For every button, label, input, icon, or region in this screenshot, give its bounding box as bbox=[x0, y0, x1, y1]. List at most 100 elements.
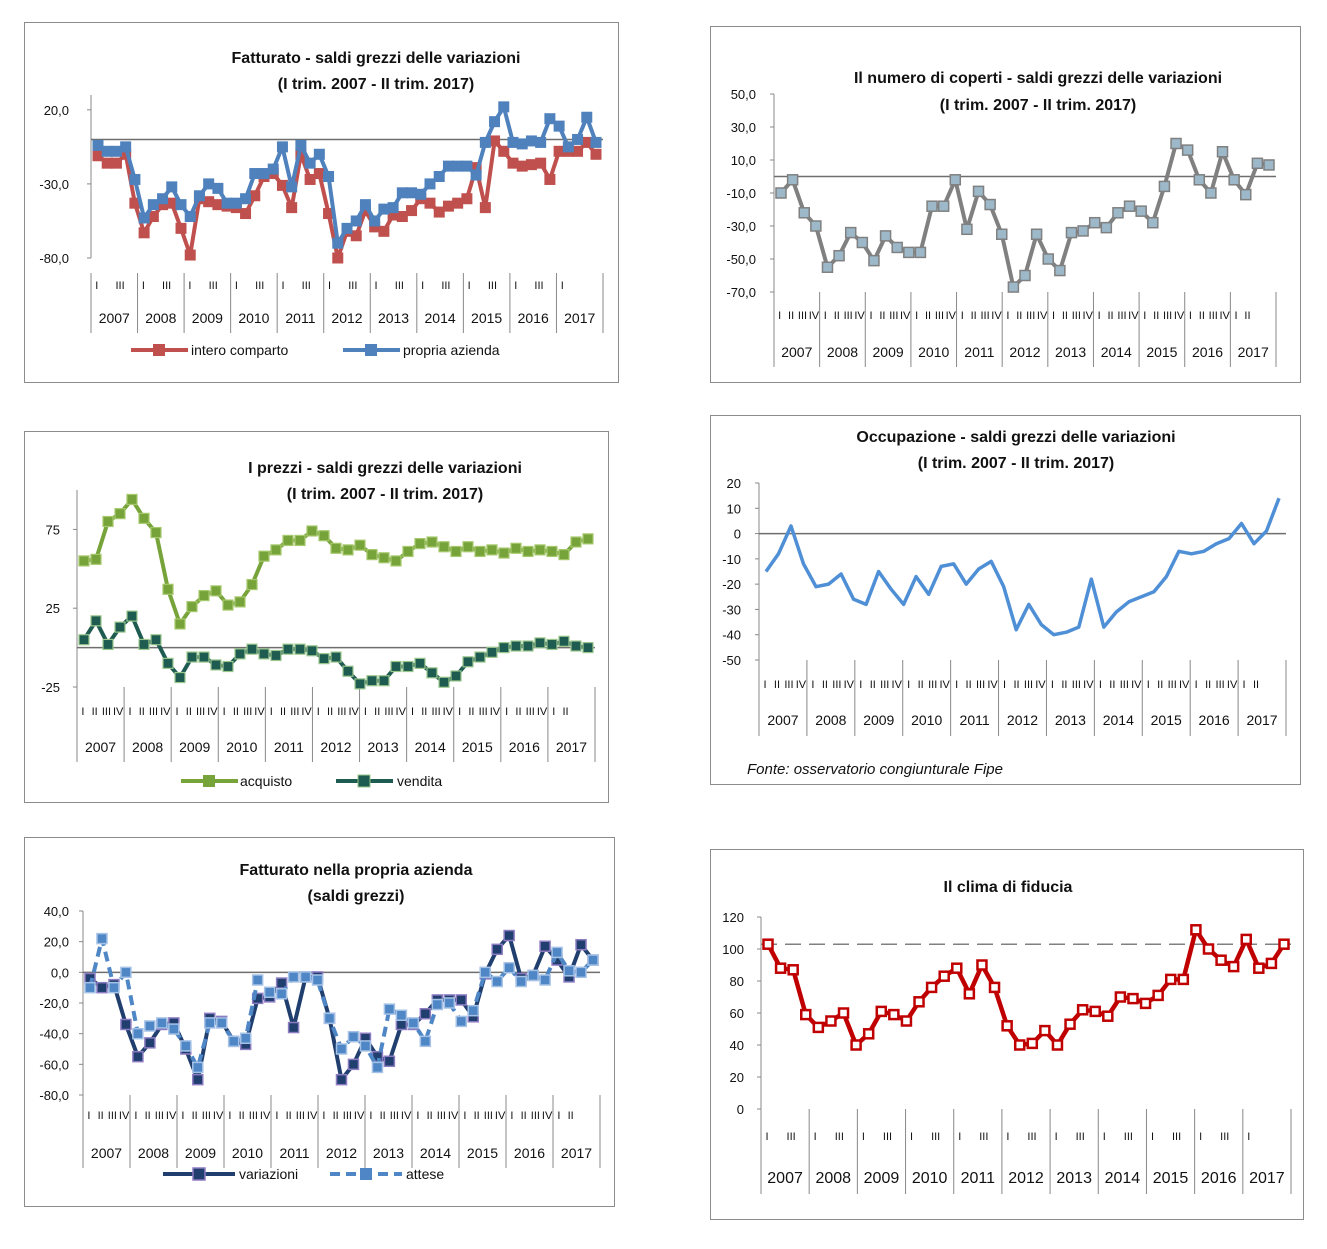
data-point bbox=[378, 552, 390, 564]
quarter-label: III bbox=[255, 280, 264, 292]
quarter-label: III bbox=[108, 1110, 117, 1122]
quarter-label: I bbox=[95, 280, 98, 292]
data-point bbox=[787, 964, 799, 976]
data-point bbox=[551, 946, 563, 959]
data-point bbox=[461, 160, 473, 172]
quarter-label: III bbox=[1172, 1131, 1181, 1143]
data-point bbox=[378, 225, 390, 237]
year-label: 2015 bbox=[1146, 344, 1177, 360]
data-point bbox=[553, 120, 565, 132]
y-tick-label: 120 bbox=[722, 910, 744, 925]
quarter-label: I bbox=[463, 1110, 466, 1122]
data-point bbox=[318, 530, 330, 542]
data-point bbox=[546, 545, 558, 558]
chart-panel-clima: Il clima di fiducia 120 100 80 60 40 20 0 2007 I… bbox=[710, 849, 1304, 1220]
quarter-label: II bbox=[971, 310, 977, 322]
quarter-label: III bbox=[787, 1131, 796, 1143]
data-point bbox=[402, 660, 414, 673]
data-point bbox=[462, 541, 474, 553]
quarter-label: III bbox=[479, 706, 488, 718]
data-point bbox=[581, 136, 593, 148]
quarter-label: II bbox=[515, 706, 521, 718]
data-point bbox=[395, 1009, 408, 1022]
data-point bbox=[204, 1017, 216, 1029]
data-point bbox=[775, 187, 787, 199]
y-tick-label: 10,0 bbox=[731, 153, 756, 168]
chart-panel-coperti: Il numero di coperti - saldi grezzi dell… bbox=[710, 26, 1301, 383]
data-point bbox=[450, 670, 462, 682]
year-label: 2007 bbox=[781, 344, 812, 360]
series-line bbox=[764, 497, 1281, 637]
quarter-label: II bbox=[186, 706, 192, 718]
quarter-label: I bbox=[824, 310, 827, 322]
chart-prezzi: I prezzi - saldi grezzi delle variazioni… bbox=[41, 460, 596, 789]
data-point bbox=[575, 966, 587, 979]
quarter-label: I bbox=[421, 280, 424, 292]
year-label: 2009 bbox=[873, 344, 904, 360]
data-point bbox=[539, 940, 551, 953]
year-label: 2008 bbox=[827, 344, 858, 360]
quarter-label: I bbox=[223, 706, 226, 718]
data-point bbox=[258, 648, 270, 660]
quarter-label: IV bbox=[1131, 679, 1142, 691]
quarter-label: III bbox=[1163, 310, 1172, 322]
quarter-label: I bbox=[458, 706, 461, 718]
quarter-label: IV bbox=[1083, 679, 1094, 691]
data-point bbox=[424, 178, 436, 190]
data-point bbox=[582, 642, 594, 654]
quarter-label: II bbox=[239, 1110, 245, 1122]
quarter-label: III bbox=[1072, 679, 1081, 691]
data-point bbox=[553, 145, 565, 157]
y-tick-label: -80,0 bbox=[39, 251, 69, 266]
quarter-label: IV bbox=[301, 706, 312, 718]
quarter-label: IV bbox=[809, 310, 820, 322]
year-label: 2016 bbox=[518, 310, 549, 326]
quarter-label: III bbox=[431, 706, 440, 718]
quarter-label: III bbox=[116, 280, 125, 292]
data-point bbox=[166, 197, 178, 209]
data-point bbox=[925, 981, 938, 994]
data-point bbox=[78, 634, 90, 646]
quarter-label: IV bbox=[844, 679, 855, 691]
data-point bbox=[1158, 180, 1171, 193]
data-point bbox=[424, 197, 436, 209]
data-point bbox=[1076, 1004, 1089, 1016]
quarter-label: I bbox=[142, 280, 145, 292]
data-point bbox=[306, 645, 318, 657]
data-point bbox=[426, 536, 438, 548]
quarter-label: II bbox=[1109, 679, 1115, 691]
data-point bbox=[1123, 200, 1136, 212]
data-point bbox=[126, 610, 138, 622]
year-label: 2015 bbox=[1153, 1170, 1189, 1187]
data-point bbox=[90, 553, 102, 565]
quarter-label: II bbox=[966, 679, 972, 691]
y-tick-label: -40,0 bbox=[39, 1027, 69, 1042]
year-label: 2016 bbox=[1201, 1170, 1237, 1187]
quarter-label: III bbox=[302, 280, 311, 292]
quarter-label: II bbox=[474, 1110, 480, 1122]
quarter-label: II bbox=[327, 706, 333, 718]
quarter-label: II bbox=[1205, 679, 1211, 691]
quarter-label: III bbox=[980, 310, 989, 322]
data-point bbox=[798, 207, 810, 219]
quarter-label: II bbox=[427, 1110, 433, 1122]
data-point bbox=[184, 249, 196, 261]
year-label: 2017 bbox=[564, 310, 595, 326]
quarter-label: II bbox=[374, 706, 380, 718]
y-tick-label: 0 bbox=[734, 527, 741, 542]
y-tick-label: -30,0 bbox=[726, 219, 756, 234]
data-point bbox=[180, 1040, 192, 1052]
data-point bbox=[147, 199, 159, 211]
data-point bbox=[369, 215, 381, 227]
data-point bbox=[101, 157, 113, 169]
quarter-label: III bbox=[1027, 1131, 1036, 1143]
data-point bbox=[1240, 188, 1252, 201]
year-label: 2010 bbox=[232, 1145, 263, 1161]
data-point bbox=[963, 988, 976, 1000]
data-point bbox=[282, 534, 294, 547]
data-point bbox=[323, 208, 335, 220]
quarter-label: II bbox=[421, 706, 427, 718]
data-point bbox=[926, 200, 938, 212]
quarter-label: IV bbox=[113, 706, 124, 718]
data-point bbox=[1170, 137, 1182, 150]
